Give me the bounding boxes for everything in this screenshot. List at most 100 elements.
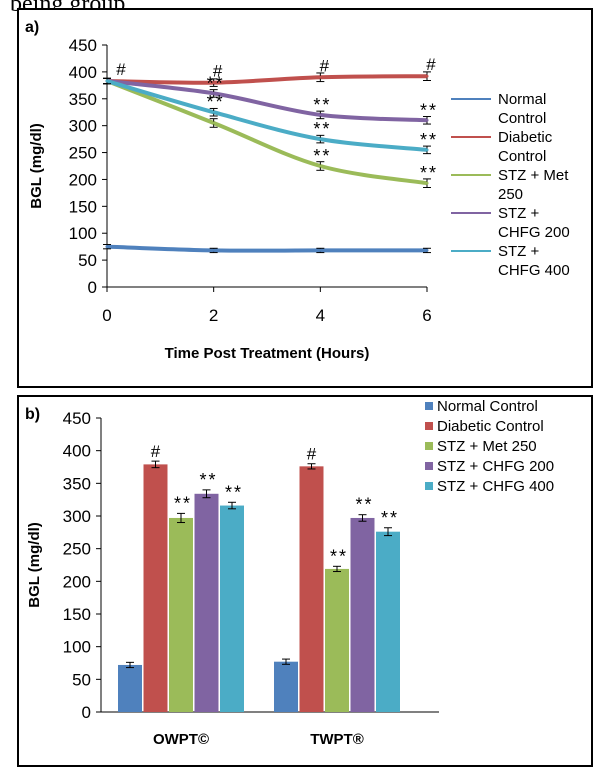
significance-stars: **	[420, 163, 438, 183]
significance-hash: #	[151, 442, 161, 461]
legend-label: Diabetic	[498, 129, 553, 146]
y-tick-label: 0	[88, 278, 97, 297]
bar-chart-b: b) 0 50 100 150 200 250 300 350 400 450 BGL (mg/dl)…	[25, 398, 554, 748]
significance-stars: **	[313, 146, 331, 166]
y-tick-label: 400	[63, 442, 91, 461]
significance-stars: **	[207, 73, 225, 93]
data-point	[212, 110, 216, 114]
series-line-diabetic	[106, 74, 428, 85]
y-tick-label: 250	[63, 540, 91, 559]
y-tick-label: 450	[63, 409, 91, 428]
x-tick-label: 6	[422, 306, 431, 325]
category-label: OWPT©	[153, 731, 209, 748]
data-point	[212, 248, 216, 252]
y-tick-label: 350	[69, 90, 97, 109]
bar-chfg400	[220, 505, 244, 712]
y-axis-title: BGL (mg/dl)	[28, 123, 45, 209]
data-point	[212, 91, 216, 95]
y-tick-label: 350	[63, 474, 91, 493]
significance-hash: #	[320, 56, 330, 75]
bar-chfg200	[350, 517, 375, 712]
y-tick-label: 150	[69, 197, 97, 216]
y-tick-label: 100	[63, 638, 91, 657]
legend-label: Normal Control	[437, 398, 538, 415]
data-point	[318, 75, 322, 79]
bar-diabetic	[299, 466, 324, 712]
data-point	[212, 81, 216, 85]
legend-label: Control	[498, 148, 546, 165]
significance-stars: **	[355, 495, 373, 515]
y-tick-label: 150	[63, 605, 91, 624]
bar-met	[169, 517, 193, 712]
legend-label: Control	[498, 110, 546, 127]
legend-label: CHFG 200	[498, 224, 570, 241]
data-point	[105, 79, 109, 83]
bar-chfg200	[194, 493, 219, 712]
significance-hash: #	[213, 62, 223, 81]
bar-normal	[118, 664, 142, 712]
data-point	[425, 118, 429, 122]
y-tick-label: 300	[69, 117, 97, 136]
significance-stars: **	[330, 546, 348, 566]
data-point	[318, 137, 322, 141]
legend-swatch-met	[425, 442, 433, 450]
significance-hash: #	[426, 55, 436, 74]
data-point	[425, 74, 429, 78]
legend-label: CHFG 400	[498, 262, 570, 279]
data-point	[318, 248, 322, 252]
panel-label: b)	[25, 406, 40, 423]
y-tick-label: 200	[63, 572, 91, 591]
bar-normal	[274, 661, 298, 712]
y-tick-label: 400	[69, 63, 97, 82]
panel-b: b) 0 50 100 150 200 250 300 350 400 450 BGL (mg/dl)…	[17, 395, 593, 767]
data-point	[318, 164, 322, 168]
legend-label: Normal	[498, 91, 546, 108]
legend-label: STZ + Met	[498, 167, 569, 184]
line-chart-a: a) 0 50 100 150 200 250 300 350 400 450 0 2 4 6 Time Po…	[25, 19, 570, 362]
significance-stars: **	[174, 493, 192, 513]
legend-label: STZ + CHFG 400	[437, 478, 554, 495]
data-point	[105, 245, 109, 249]
significance-stars: **	[199, 470, 217, 490]
significance-stars: **	[420, 100, 438, 120]
series-line-met	[106, 79, 428, 186]
data-point	[425, 248, 429, 252]
legend-label: Diabetic Control	[437, 418, 544, 435]
y-tick-label: 450	[69, 36, 97, 55]
y-tick-label: 0	[82, 703, 91, 722]
y-tick-label: 250	[69, 144, 97, 163]
legend-swatch-normal	[425, 402, 433, 410]
bar-diabetic	[143, 464, 168, 712]
significance-stars: **	[313, 95, 331, 115]
legend-swatch-chfg400	[425, 482, 433, 490]
panel-label: a)	[25, 19, 39, 36]
legend-label: STZ + Met 250	[437, 438, 537, 455]
y-tick-label: 50	[78, 251, 97, 270]
significance-stars: **	[313, 119, 331, 139]
bar-chfg400	[376, 531, 400, 712]
y-tick-label: 50	[72, 670, 91, 689]
legend-swatch-diabetic	[425, 422, 433, 430]
y-tick-label: 300	[63, 507, 91, 526]
significance-hash: #	[307, 445, 317, 464]
data-point	[318, 113, 322, 117]
bar-met	[325, 568, 349, 712]
data-point	[212, 121, 216, 125]
y-tick-label: 200	[69, 170, 97, 189]
y-axis-title: BGL (mg/dl)	[26, 522, 43, 608]
series-line-chfg200	[106, 79, 428, 123]
category-label: TWPT®	[310, 731, 364, 748]
x-tick-label: 0	[102, 306, 111, 325]
legend-label: STZ + CHFG 200	[437, 458, 554, 475]
x-axis-title: Time Post Treatment (Hours)	[165, 345, 370, 362]
significance-stars: **	[225, 482, 243, 502]
series-line-chfg400	[106, 79, 428, 152]
legend-label: STZ +	[498, 205, 539, 222]
panel-a: a) 0 50 100 150 200 250 300 350 400 450 0 2 4 6 Time Po…	[17, 8, 593, 388]
significance-stars: **	[207, 92, 225, 112]
significance-hash: #	[116, 60, 126, 79]
x-tick-label: 2	[209, 306, 218, 325]
significance-stars: **	[381, 508, 399, 528]
legend-swatch-chfg200	[425, 462, 433, 470]
significance-stars: **	[420, 130, 438, 150]
